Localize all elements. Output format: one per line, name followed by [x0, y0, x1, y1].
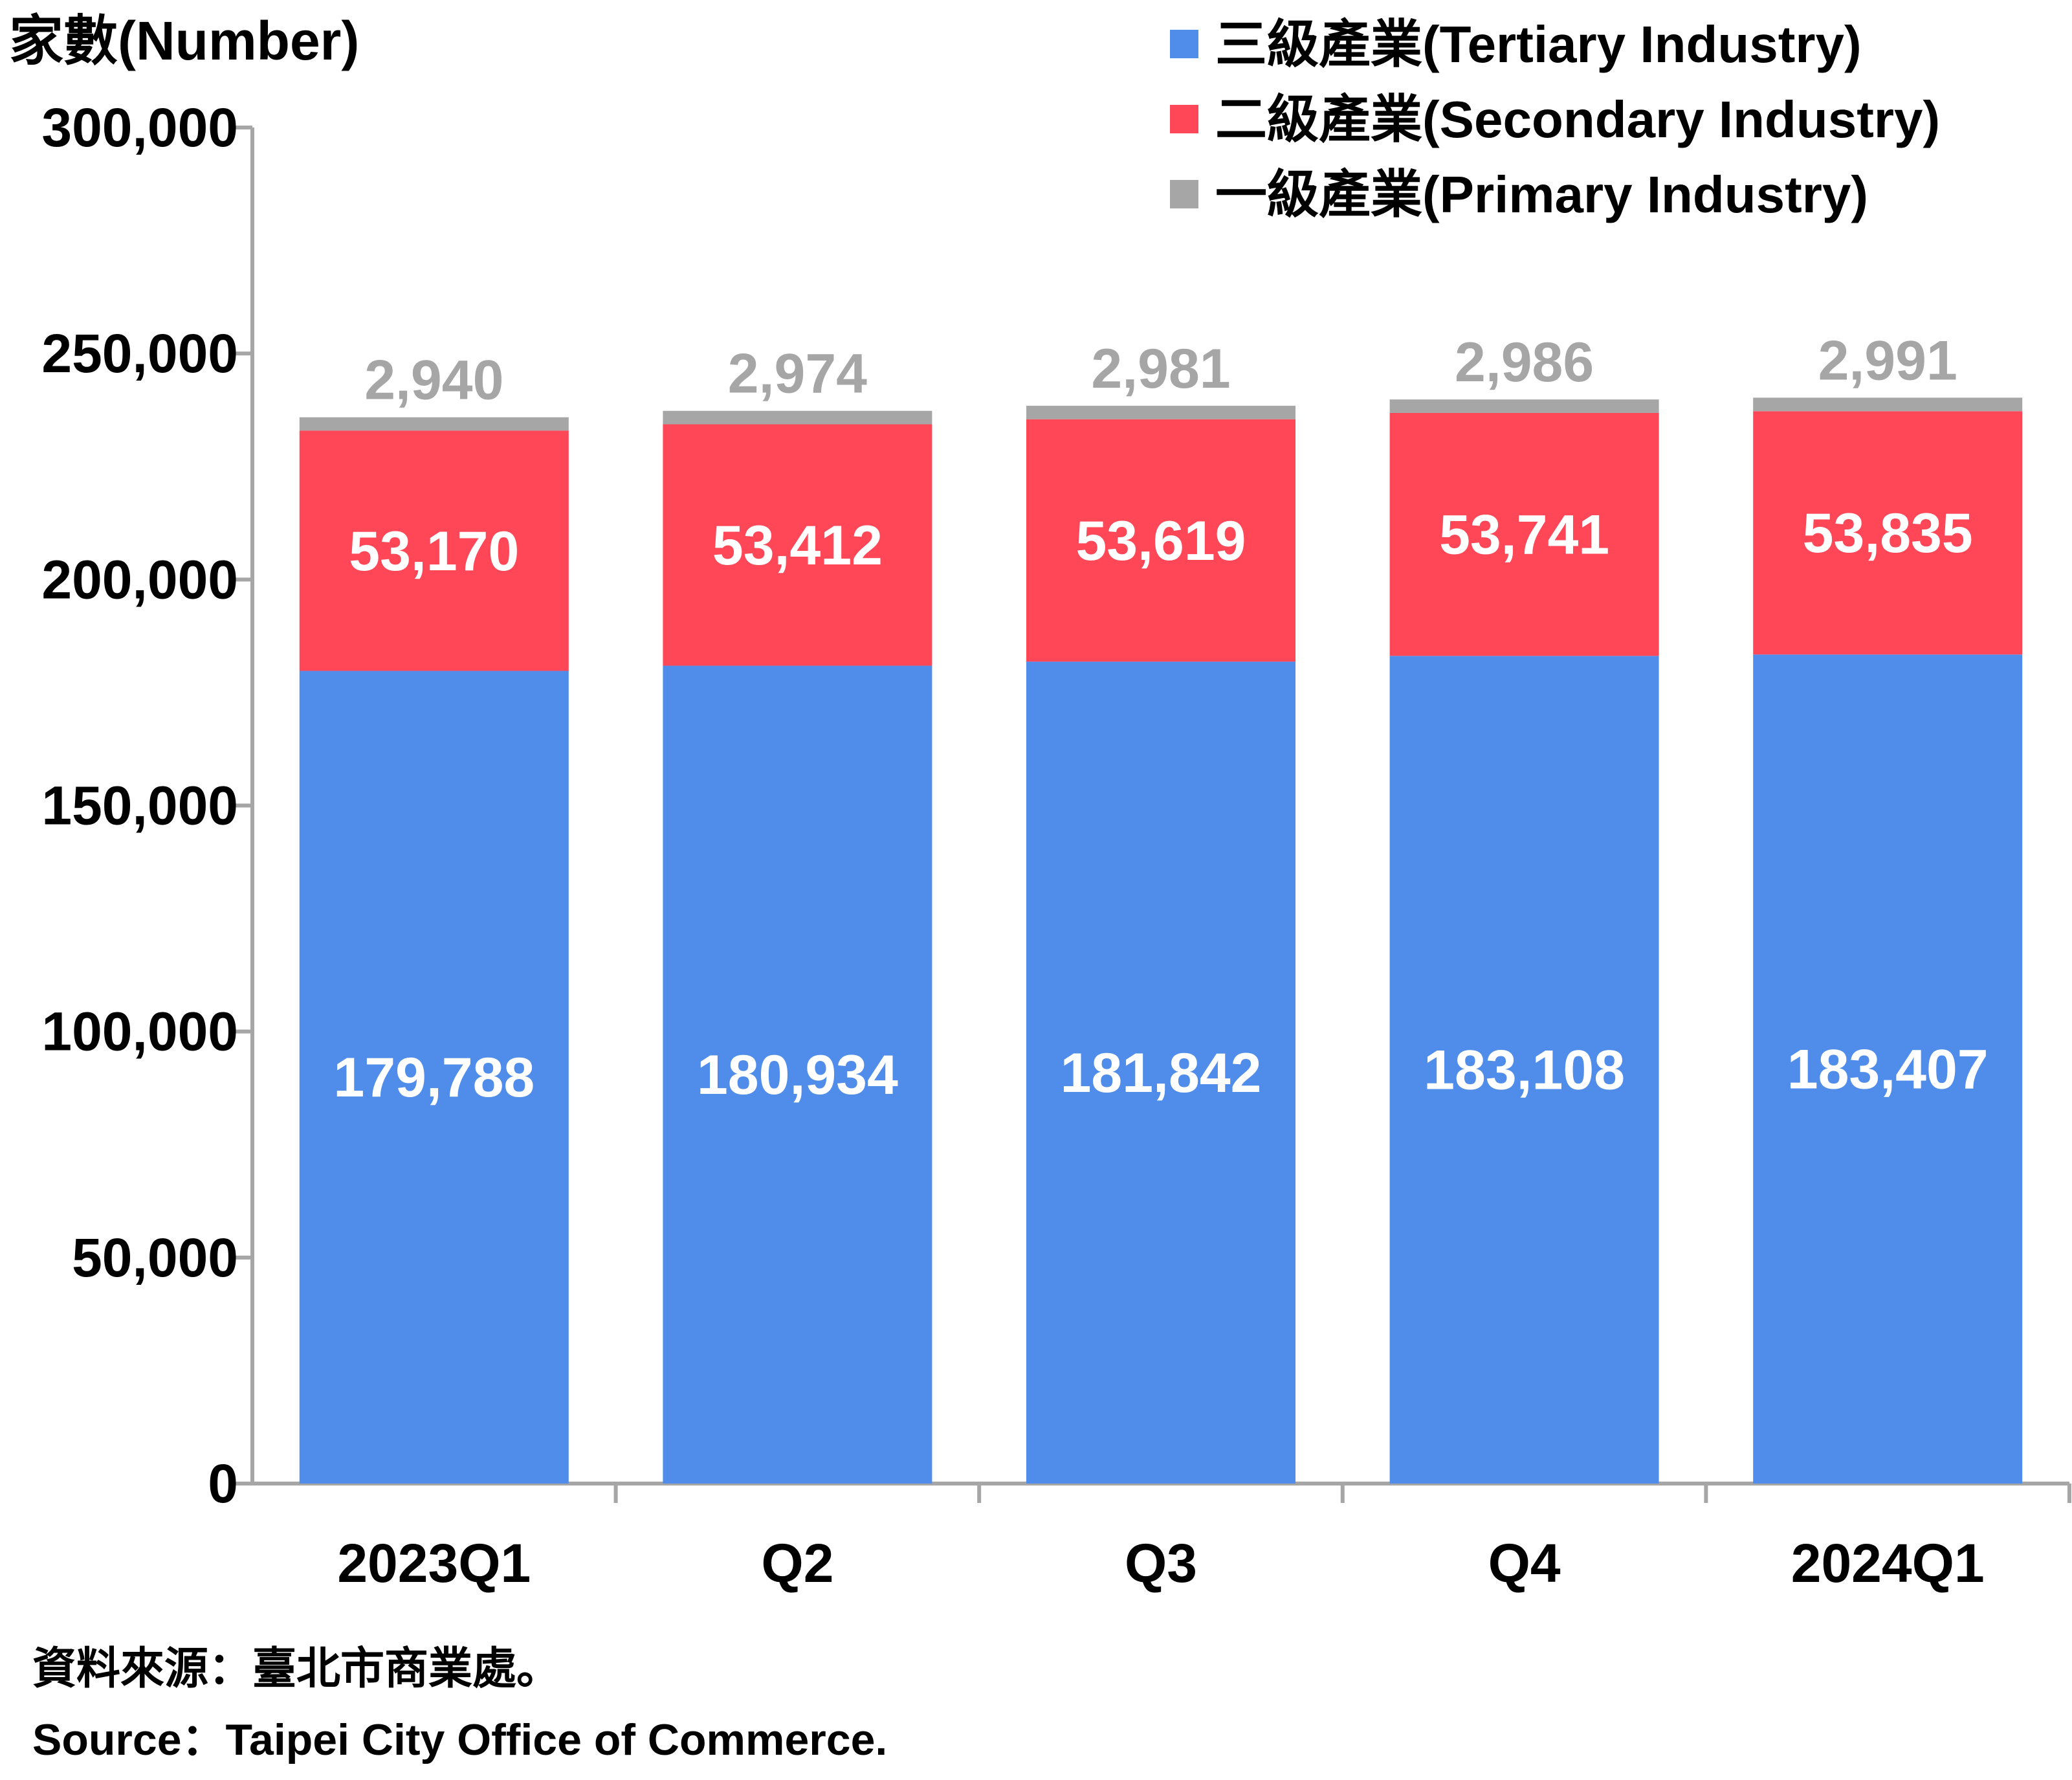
data-label: 180,934 [697, 1044, 898, 1106]
legend-label: 二級產業(Secondary Industry) [1215, 91, 1940, 148]
x-tick-label: Q4 [1488, 1533, 1561, 1594]
y-tick-label: 100,000 [41, 1001, 238, 1062]
legend-swatch [1170, 180, 1198, 208]
x-tick-label: Q3 [1125, 1533, 1197, 1594]
bar-segment [1026, 405, 1295, 419]
legend-label: 三級產業(Tertiary Industry) [1215, 16, 1862, 73]
data-label: 2,974 [728, 343, 867, 405]
data-label: 2,981 [1091, 338, 1230, 400]
legend-label: 一級產業(Primary Industry) [1215, 166, 1868, 223]
data-label: 183,407 [1787, 1039, 1989, 1101]
bar-segment [663, 410, 932, 425]
bar-segment [1753, 397, 2023, 412]
bar-segment [1389, 656, 1659, 1484]
data-label: 53,412 [712, 515, 883, 577]
bar-segment [299, 671, 569, 1484]
legend: 三級產業(Tertiary Industry) 二級產業(Secondary In… [1170, 16, 1940, 223]
bar-segment [1753, 411, 2023, 655]
bar-segment [1753, 654, 2023, 1484]
legend-swatch [1170, 30, 1198, 58]
data-label: 53,835 [1803, 502, 1973, 564]
x-tick-label: Q2 [761, 1533, 833, 1594]
data-label: 53,619 [1075, 510, 1246, 572]
bar-segment [1389, 413, 1659, 656]
data-label: 179,788 [333, 1047, 535, 1109]
y-tick-label: 250,000 [41, 323, 238, 384]
bars: 179,788 53,170 2,940 180,934 53,412 2,974 181,… [299, 329, 2023, 1484]
y-tick-label: 150,000 [41, 775, 238, 836]
y-tick-label: 300,000 [41, 97, 238, 158]
x-tick-label: 2023Q1 [337, 1533, 531, 1594]
y-tick-label: 0 [208, 1453, 238, 1514]
y-axis-label: 家數(Number) [9, 10, 359, 71]
data-label: 53,741 [1439, 504, 1609, 566]
source-note-english: Source：Taipei City Office of Commerce. [32, 1715, 888, 1764]
legend-swatch [1170, 105, 1198, 133]
data-label: 2,986 [1455, 331, 1594, 394]
bar-segment [663, 424, 932, 666]
bar-segment [299, 417, 569, 431]
bar-segment [299, 430, 569, 671]
data-label: 181,842 [1061, 1042, 1262, 1104]
data-label: 2,940 [364, 350, 503, 412]
bar-segment [1026, 419, 1295, 662]
y-tick-label: 200,000 [41, 549, 238, 610]
source-note-chinese: 資料來源：臺北市商業處。 [32, 1644, 561, 1693]
data-label: 53,170 [349, 520, 519, 583]
data-label: 2,991 [1818, 329, 1957, 392]
bar-segment [663, 665, 932, 1484]
bar-segment [1026, 662, 1295, 1484]
data-label: 183,108 [1424, 1040, 1625, 1102]
y-tick-label: 50,000 [72, 1227, 238, 1288]
x-tick-label: 2024Q1 [1791, 1533, 1985, 1594]
axes: 0 50,000 100,000 150,000 200,000 250,000 300,0… [41, 97, 2071, 1594]
bar-segment [1389, 399, 1659, 414]
